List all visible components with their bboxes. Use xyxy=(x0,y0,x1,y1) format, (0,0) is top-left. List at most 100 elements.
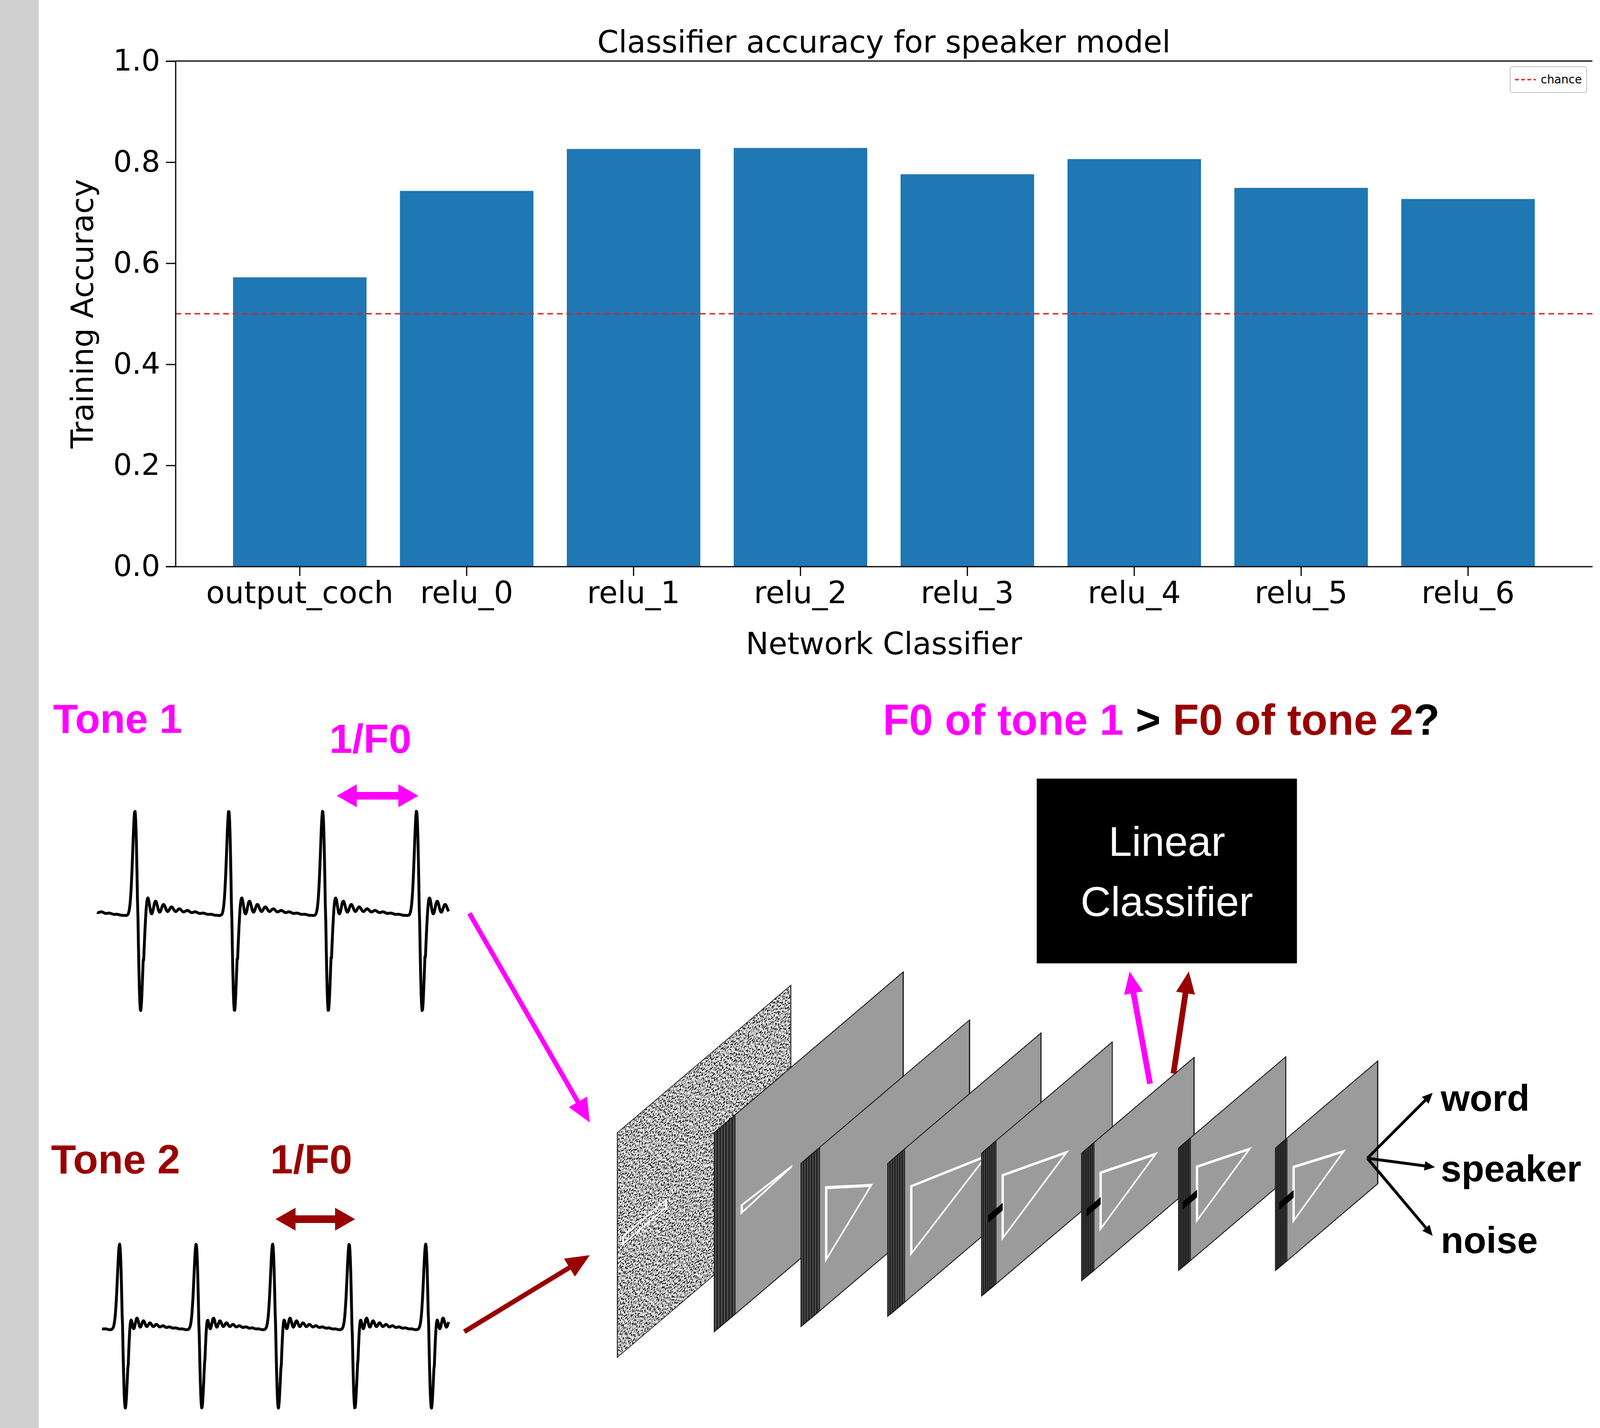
x-tick-mark xyxy=(800,566,802,576)
output-label: word xyxy=(1440,1076,1530,1119)
y-tick: 0.6 xyxy=(112,245,176,280)
chart: 0.00.20.40.60.81.0output_cochrelu_0relu_… xyxy=(64,24,1593,662)
x-axis: output_cochrelu_0relu_1relu_2relu_3relu_… xyxy=(175,566,1593,611)
x-tick-label: relu_1 xyxy=(586,574,680,611)
input-arrow-head xyxy=(564,1255,590,1277)
receptive-field xyxy=(1002,1120,1067,1239)
bar xyxy=(233,277,367,567)
y-axis-title: Training Accuracy xyxy=(64,178,101,449)
question-part: > xyxy=(1135,696,1161,744)
receptive-field xyxy=(1293,1124,1344,1221)
x-tick-mark xyxy=(466,566,468,576)
x-tick: relu_2 xyxy=(753,566,847,611)
reference-line xyxy=(175,313,1593,315)
y-tick-label: 0.2 xyxy=(112,447,161,483)
period-arrow-shaft xyxy=(293,1215,338,1223)
output-label: noise xyxy=(1440,1219,1539,1262)
layer xyxy=(1178,1056,1286,1271)
output-arrow-head xyxy=(1421,1092,1433,1104)
layer-sheet xyxy=(1278,1061,1378,1268)
x-tick: relu_0 xyxy=(420,566,513,611)
layer-sheet xyxy=(1087,1057,1194,1276)
plot-marks xyxy=(175,147,1593,567)
input-arrow xyxy=(464,1255,590,1333)
y-tick-mark xyxy=(165,565,176,568)
x-tick-label: relu_0 xyxy=(420,574,513,611)
input-arrow xyxy=(469,913,591,1123)
output-label: speaker xyxy=(1440,1147,1582,1190)
bar xyxy=(733,147,868,567)
unit-block xyxy=(1086,1196,1101,1217)
y-axis-line xyxy=(165,61,176,567)
input-arrow-shaft xyxy=(464,1266,572,1332)
bar xyxy=(1234,187,1368,567)
layer-sheet xyxy=(1185,1056,1286,1265)
classifier-box xyxy=(1036,778,1298,964)
bar xyxy=(1067,159,1201,567)
x-axis-line xyxy=(175,565,1593,568)
layer-sheet xyxy=(1277,1061,1378,1270)
x-tick-mark xyxy=(299,566,301,576)
receptive-field xyxy=(911,1122,986,1254)
x-tick-label: relu_4 xyxy=(1087,574,1181,611)
classifier: LinearClassifier xyxy=(1036,778,1298,964)
output-arrow-shaft xyxy=(1367,1099,1426,1159)
period-arrow-head xyxy=(275,1207,296,1231)
layer-sheet xyxy=(1083,1057,1194,1280)
layer-face xyxy=(1190,1056,1286,1261)
waveform xyxy=(96,810,449,1011)
x-tick-mark xyxy=(1133,566,1136,576)
layer-sheet xyxy=(1187,1056,1286,1264)
plot-frame-top xyxy=(175,60,1593,62)
question-part: F0 of tone 2 xyxy=(1172,696,1414,744)
x-tick-mark xyxy=(966,566,969,576)
y-tick: 0.2 xyxy=(112,447,176,483)
layer-sheet xyxy=(1081,1057,1194,1281)
legend-box xyxy=(1510,66,1587,93)
waveform xyxy=(102,1243,449,1408)
probe-arrow-shaft xyxy=(1133,990,1150,1084)
period-label: 1/F0 xyxy=(329,715,412,762)
y-tick-mark xyxy=(165,363,176,366)
output-arrow xyxy=(1367,1092,1433,1159)
y-tick-label: 0.8 xyxy=(112,143,161,179)
classifier-label-line: Classifier xyxy=(1080,877,1254,925)
y-tick-mark xyxy=(165,262,176,265)
layer-sheet xyxy=(1275,1061,1378,1271)
layer xyxy=(1275,1061,1378,1271)
layer-sheet xyxy=(1180,1056,1286,1270)
x-tick: relu_3 xyxy=(920,566,1014,611)
bar xyxy=(566,148,701,567)
layer-sheet xyxy=(1178,1056,1286,1271)
layer-sheet xyxy=(1285,1061,1378,1262)
x-tick: relu_5 xyxy=(1254,566,1348,611)
period-arrow-head xyxy=(398,784,419,808)
x-tick: relu_4 xyxy=(1087,566,1181,611)
layer-sheet xyxy=(1188,1056,1286,1262)
output-arrow-head xyxy=(1422,1224,1433,1236)
bar xyxy=(400,190,534,567)
y-axis: 0.00.20.40.60.81.0 xyxy=(112,42,176,584)
x-tick-mark xyxy=(633,566,635,576)
x-tick-label: relu_2 xyxy=(753,574,847,611)
y-tick: 0.8 xyxy=(112,143,176,179)
x-tick-label: relu_6 xyxy=(1421,574,1515,611)
tone-label: Tone 1 xyxy=(52,695,183,742)
layer-face xyxy=(1286,1061,1378,1261)
output-arrow-head xyxy=(1424,1160,1436,1171)
x-tick-mark xyxy=(1467,566,1469,576)
network xyxy=(617,972,1378,1357)
input-window xyxy=(623,1199,667,1244)
diagram: Tone 1 1/F0 Tone 21/F0 LinearClassifier F0 o… xyxy=(51,695,1582,1408)
question: F0 of tone 1>F0 of tone 2? xyxy=(882,696,1440,744)
y-tick-mark xyxy=(165,161,176,164)
tone: Tone 21/F0 xyxy=(51,1136,590,1408)
unit-block xyxy=(988,1202,1003,1223)
y-tick: 1.0 xyxy=(112,42,176,78)
receptive-field xyxy=(1100,1126,1156,1230)
y-tick-label: 0.0 xyxy=(112,548,161,584)
question-part: ? xyxy=(1413,696,1440,744)
receptive-field xyxy=(741,1162,793,1213)
legend-swatch xyxy=(1515,79,1537,81)
layer-sheet xyxy=(1085,1057,1194,1278)
